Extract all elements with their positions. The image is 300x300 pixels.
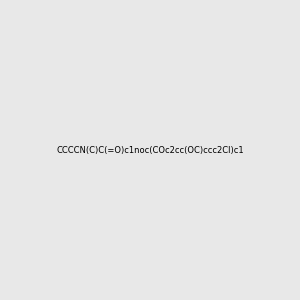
Text: CCCCN(C)C(=O)c1noc(COc2cc(OC)ccc2Cl)c1: CCCCN(C)C(=O)c1noc(COc2cc(OC)ccc2Cl)c1 bbox=[56, 146, 244, 154]
